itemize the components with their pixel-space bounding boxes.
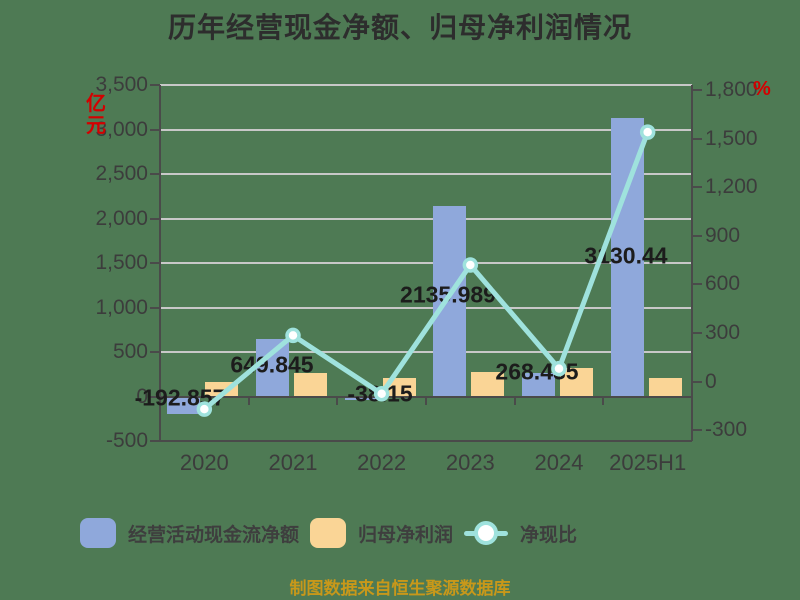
bar-value-label: 3130.44 — [584, 242, 668, 269]
left-axis-tick-label: 2,500 — [95, 162, 148, 185]
chart-title: 历年经营现金净额、归母净利润情况 — [167, 12, 632, 43]
right-axis-tick — [692, 186, 702, 189]
left-axis-tick-label: 2,000 — [95, 206, 148, 230]
right-axis-tick — [692, 429, 702, 432]
right-axis-tick-label: 1,200 — [705, 175, 758, 199]
category-tick — [425, 396, 427, 405]
right-axis-tick-label: 300 — [705, 321, 741, 344]
left-axis-tick — [150, 395, 160, 398]
x-axis-category-label: 2025H1 — [609, 450, 687, 475]
legend-item-operating-cash-flow: 经营活动现金流净额 — [80, 518, 299, 548]
left-axis-tick-label: 1,500 — [95, 251, 148, 274]
x-axis-category-label: 2021 — [268, 450, 318, 475]
right-axis-tick — [692, 380, 702, 383]
right-axis-tick — [692, 89, 702, 91]
bar-value-label: -38.15 — [347, 380, 413, 407]
left-axis-tick-label: 3,500 — [95, 73, 148, 96]
right-axis-tick-label: 1,800 — [705, 78, 758, 101]
legend-line-marker-icon — [464, 521, 509, 545]
x-axis-category-label: 2023 — [445, 450, 495, 475]
legend-circle-marker-icon — [474, 521, 499, 545]
right-axis-tick-label: 900 — [705, 223, 741, 247]
left-axis-tick — [150, 173, 160, 175]
left-axis-unit-label: 亿元 — [86, 93, 106, 137]
left-axis-tick — [150, 440, 160, 442]
category-tick — [513, 396, 516, 405]
bar-value-label: 649.845 — [230, 351, 314, 378]
gridline — [160, 128, 692, 131]
left-axis-spine — [159, 85, 161, 441]
bar-net-profit — [648, 377, 682, 397]
left-axis-tick — [150, 262, 160, 264]
right-axis-tick-label: -300 — [705, 418, 748, 442]
legend-swatch-yellow — [310, 518, 347, 548]
left-axis-tick — [150, 217, 160, 220]
right-axis-tick — [692, 234, 702, 237]
left-axis-tick-label: 500 — [112, 340, 148, 363]
category-tick — [336, 396, 339, 405]
right-axis-unit-label: % — [753, 78, 771, 100]
right-axis-tick-label: 1,500 — [705, 126, 758, 150]
legend: 经营活动现金流净额 归母净利润 净现比 — [80, 516, 577, 550]
category-tick — [247, 396, 250, 405]
right-axis-spine — [691, 85, 693, 441]
left-axis-tick-label: 0 — [136, 384, 148, 408]
legend-item-net-cash-ratio: 净现比 — [464, 520, 577, 547]
category-tick — [602, 396, 605, 405]
gridline — [160, 84, 692, 86]
left-axis-tick-label: 3,000 — [95, 117, 148, 141]
x-axis-category-label: 2020 — [179, 450, 229, 475]
x-axis-category-label: 2022 — [357, 450, 407, 475]
bar-value-label: -192.857 — [134, 384, 226, 411]
right-axis-tick-label: 0 — [705, 369, 717, 393]
data-source-note: 制图数据来自恒生聚源数据库 — [289, 579, 511, 598]
x-axis-category-label: 2024 — [534, 450, 584, 475]
left-axis-tick-label: 1,000 — [95, 295, 148, 319]
right-axis-tick-label: 600 — [705, 272, 741, 296]
legend-label: 净现比 — [520, 524, 578, 546]
bar-value-label: 268.435 — [495, 358, 579, 385]
legend-label: 归母净利润 — [358, 524, 454, 546]
left-axis-tick-label: -500 — [105, 429, 148, 452]
left-axis-tick — [150, 306, 160, 309]
right-axis-tick — [692, 283, 702, 286]
legend-label: 经营活动现金流净额 — [128, 524, 300, 546]
right-axis-tick — [692, 137, 702, 140]
legend-item-net-profit: 归母净利润 — [310, 518, 453, 548]
left-axis-tick — [150, 351, 160, 353]
right-axis-tick — [692, 332, 702, 334]
legend-swatch-blue — [80, 518, 116, 548]
bar-value-label: 2135.989 — [400, 281, 496, 308]
bar-operating-cash-flow — [167, 396, 201, 414]
gridline — [160, 440, 692, 442]
left-axis-tick — [150, 84, 160, 86]
left-axis-tick — [150, 128, 160, 131]
